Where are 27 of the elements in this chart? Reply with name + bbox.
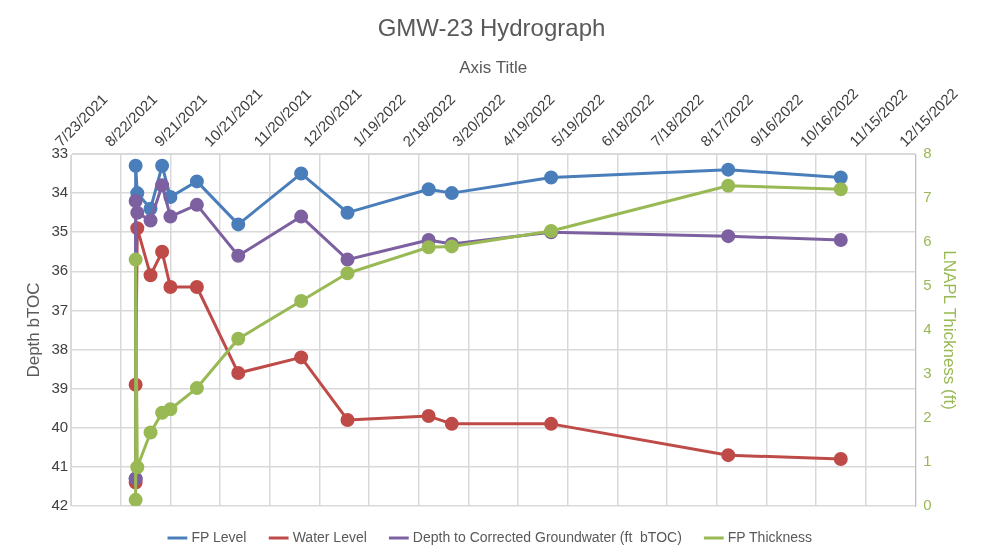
- legend-label: FP Level: [191, 528, 247, 545]
- y2-tick-label: 6: [923, 232, 932, 250]
- chart-title: GMW-23 Hydrograph: [377, 14, 606, 42]
- y2-tick-label: 4: [923, 320, 932, 338]
- y2-tick-label: 7: [923, 188, 932, 206]
- y2-tick-label: 2: [923, 408, 932, 426]
- y2-tick-label: 3: [923, 364, 932, 382]
- legend-label: Water Level: [292, 528, 367, 545]
- y2-tick-label: 1: [923, 452, 932, 470]
- y2-tick-label: 8: [923, 144, 932, 162]
- y2-axis-title: LNAPL Thickness (ft): [940, 250, 960, 410]
- y-tick-label: 34: [51, 183, 69, 201]
- y-tick-label: 42: [51, 496, 69, 514]
- y-tick-label: 33: [51, 144, 69, 162]
- y2-tick-label: 0: [923, 496, 932, 514]
- y2-tick-label: 5: [923, 276, 932, 294]
- y-axis-title: Depth bTOC: [23, 282, 43, 378]
- x-axis-title: Axis Title: [459, 57, 528, 77]
- y-tick-label: 41: [51, 457, 69, 475]
- y-tick-label: 36: [51, 261, 69, 279]
- y-tick-label: 38: [51, 339, 69, 357]
- legend-label: Depth to Corrected Groundwater (ft bTOC): [412, 528, 682, 545]
- y-tick-label: 37: [51, 300, 69, 318]
- y-tick-label: 40: [51, 417, 69, 435]
- y-tick-label: 35: [51, 222, 69, 240]
- legend-label: FP Thickness: [727, 528, 813, 545]
- y-tick-label: 39: [51, 378, 69, 396]
